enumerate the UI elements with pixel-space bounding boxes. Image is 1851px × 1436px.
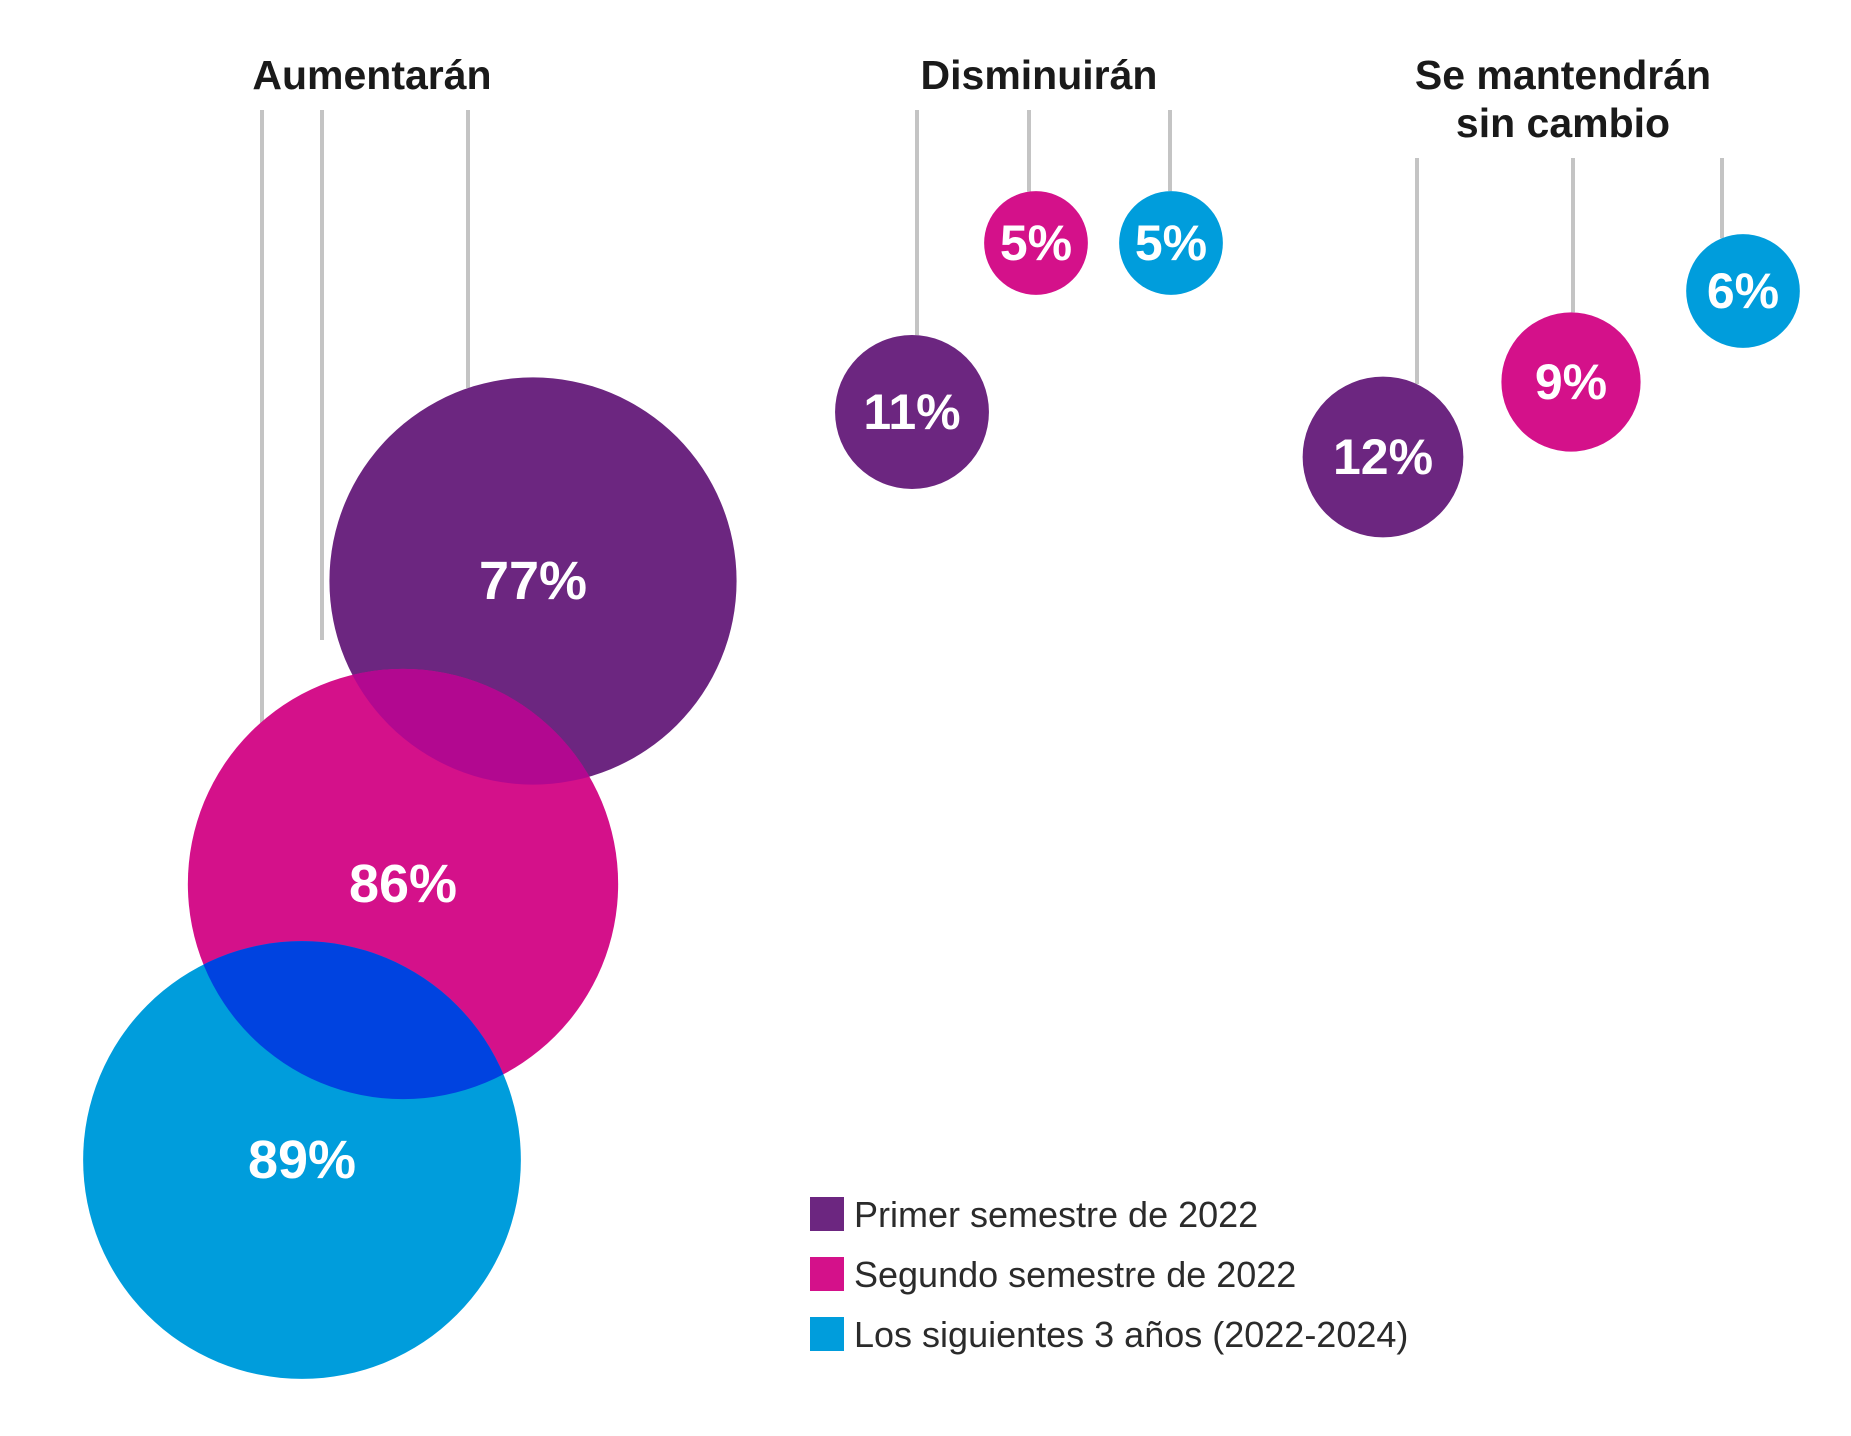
legend: Primer semestre de 2022 Segundo semestre … [810, 1194, 1408, 1355]
bubble-label: 89% [248, 1130, 356, 1190]
bubble-label: 12% [1333, 429, 1433, 485]
group-title: Disminuirán [921, 52, 1158, 98]
bubble-labels: 77% 86% 89% 11% 5% 5% 12% 9% 6% [248, 215, 1779, 1190]
bubble-label: 5% [1135, 215, 1207, 271]
bubble-label: 6% [1707, 263, 1779, 319]
bubble-label: 9% [1535, 354, 1607, 410]
bubble-overlap [329, 668, 619, 785]
bubble [835, 335, 989, 489]
leader-lines [260, 110, 1724, 900]
group-title: Aumentarán [252, 52, 491, 98]
bubble [1686, 234, 1800, 348]
bubble [1119, 191, 1223, 295]
legend-swatch [810, 1257, 844, 1291]
bubble-label: 11% [863, 384, 960, 440]
bubble-label: 77% [479, 551, 587, 611]
legend-label: Segundo semestre de 2022 [854, 1254, 1296, 1295]
bubble-label: 5% [1000, 215, 1072, 271]
legend-swatch [810, 1317, 844, 1351]
legend-swatch [810, 1197, 844, 1231]
bubble [984, 191, 1088, 295]
bubble [1501, 312, 1641, 452]
legend-label: Primer semestre de 2022 [854, 1194, 1258, 1235]
group-title: Se mantendrán sin cambio [1415, 52, 1711, 146]
bubble-label: 86% [349, 854, 457, 914]
group-titles: Aumentarán Disminuirán Se mantendrán sin ca… [252, 52, 1711, 146]
bubble [1302, 376, 1464, 538]
legend-label: Los siguientes 3 años (2022-2024) [854, 1314, 1408, 1355]
